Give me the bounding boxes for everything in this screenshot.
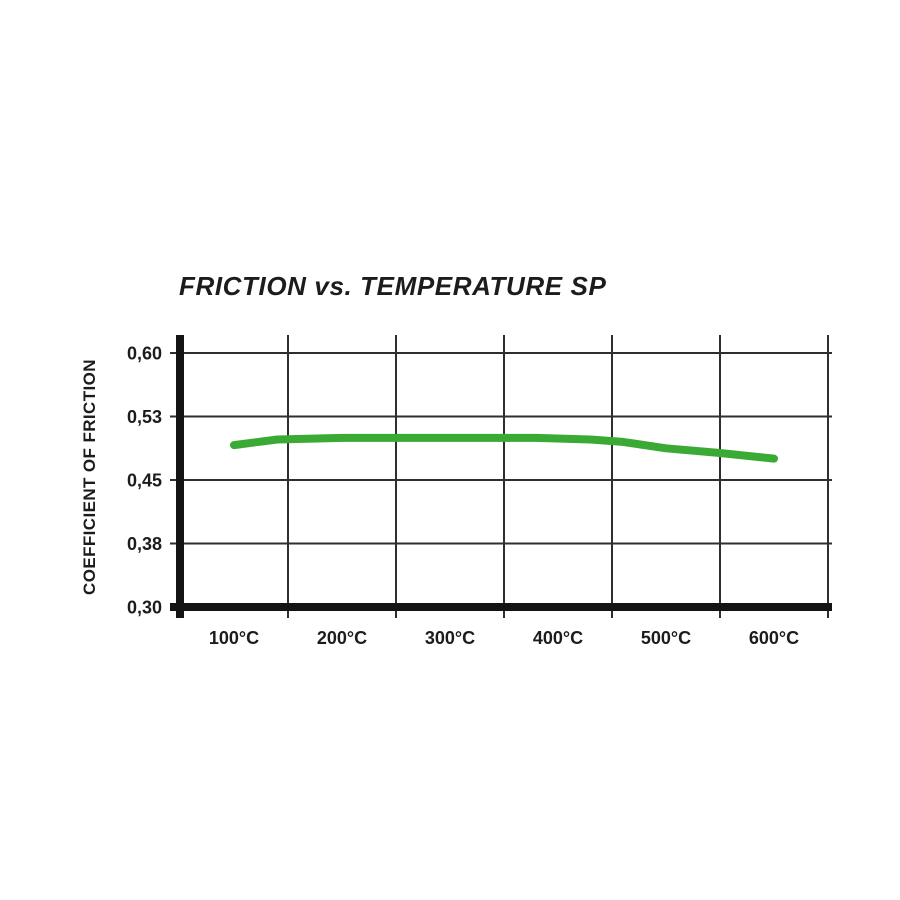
y-tick-label: 0,53 (127, 407, 162, 427)
x-tick-label: 400°C (533, 628, 583, 648)
y-tick-label: 0,38 (127, 534, 162, 554)
x-tick-label: 600°C (749, 628, 799, 648)
gridlines (170, 335, 832, 618)
axes (170, 335, 832, 618)
y-tick-labels: 0,60 0,53 0,45 0,38 0,30 (127, 344, 162, 618)
y-tick-label: 0,30 (127, 598, 162, 618)
series-line (230, 433, 778, 463)
x-tick-label: 500°C (641, 628, 691, 648)
chart-title: FRICTION vs. TEMPERATURE SP (179, 271, 607, 301)
x-tick-labels: 100°C 200°C 300°C 400°C 500°C 600°C (209, 628, 799, 648)
x-tick-label: 200°C (317, 628, 367, 648)
y-tick-label: 0,60 (127, 344, 162, 364)
x-tick-label: 100°C (209, 628, 259, 648)
friction-curve (230, 433, 778, 463)
y-tick-label: 0,45 (127, 471, 162, 491)
x-tick-label: 300°C (425, 628, 475, 648)
